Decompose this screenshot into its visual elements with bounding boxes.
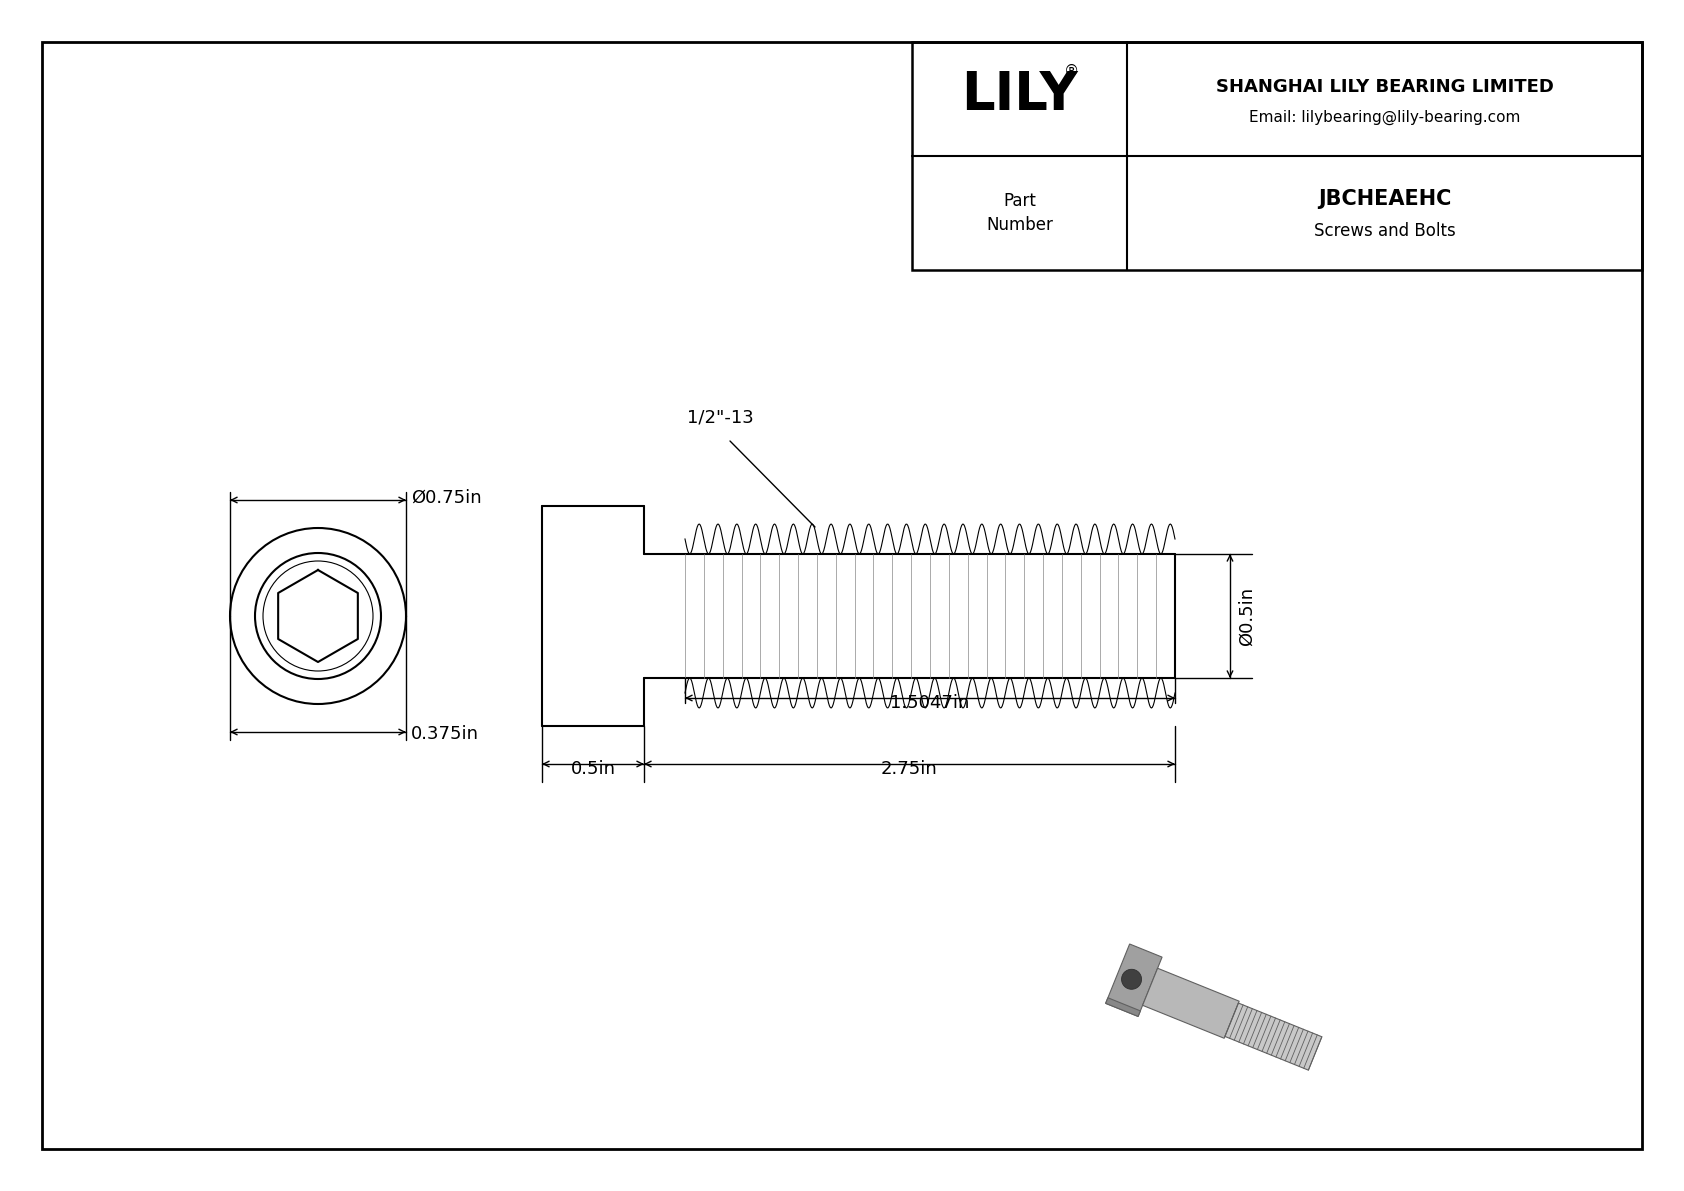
Text: SHANGHAI LILY BEARING LIMITED: SHANGHAI LILY BEARING LIMITED [1216, 77, 1554, 96]
Bar [913, 42, 1642, 270]
Text: Ø0.5in: Ø0.5in [1238, 586, 1256, 646]
Polygon shape [1106, 944, 1162, 1016]
Text: Screws and Bolts: Screws and Bolts [1314, 222, 1455, 241]
Text: JBCHEAEHC: JBCHEAEHC [1319, 189, 1452, 208]
Text: 0.375in: 0.375in [411, 725, 478, 743]
Text: Ø0.75in: Ø0.75in [411, 490, 482, 507]
Polygon shape [1143, 968, 1239, 1039]
Text: Email: lilybearing@lily-bearing.com: Email: lilybearing@lily-bearing.com [1250, 110, 1521, 125]
Text: Part
Number: Part Number [987, 192, 1052, 235]
Text: ®: ® [1064, 63, 1079, 79]
Polygon shape [1224, 1003, 1322, 1071]
Text: 0.5in: 0.5in [571, 760, 615, 778]
Text: 1/2"-13: 1/2"-13 [687, 409, 753, 428]
Text: 2.75in: 2.75in [881, 760, 938, 778]
Polygon shape [1106, 998, 1140, 1016]
Text: LILY: LILY [962, 69, 1078, 121]
Text: 1.5047in: 1.5047in [891, 694, 970, 712]
Circle shape [1122, 969, 1142, 990]
